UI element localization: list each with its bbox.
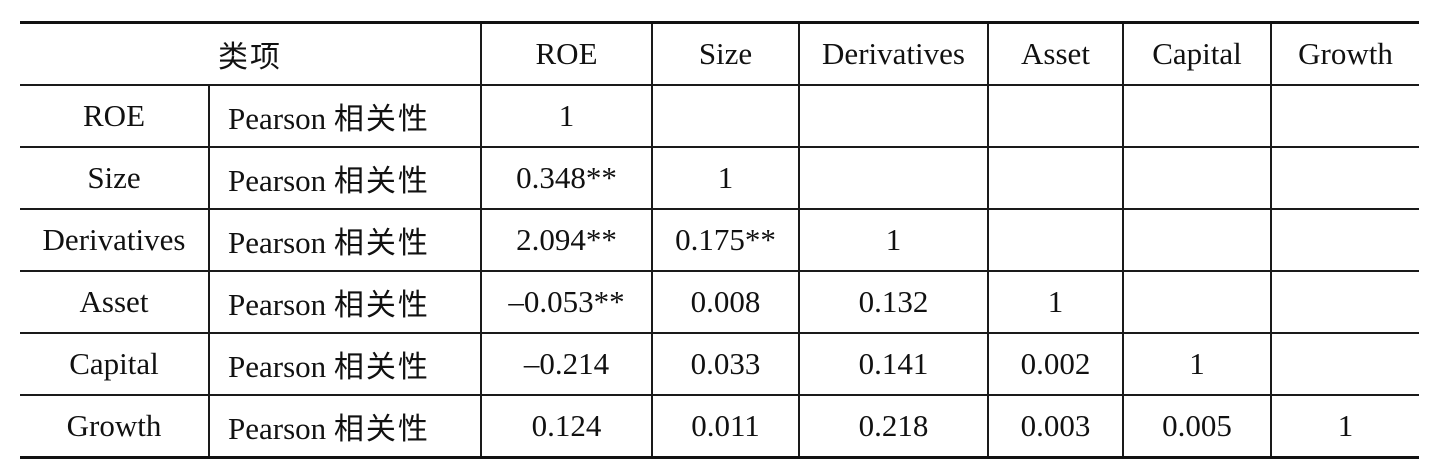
header-item-label: 类项 <box>20 21 482 86</box>
cell-value: 1 <box>1122 332 1272 396</box>
cell-value <box>1122 270 1272 334</box>
row-label: Derivatives <box>20 208 210 272</box>
cell-value <box>987 208 1124 272</box>
column-header-growth: Growth <box>1270 21 1419 86</box>
cell-value: 0.003 <box>987 394 1124 459</box>
cell-value <box>1270 270 1419 334</box>
row-label: ROE <box>20 84 210 148</box>
row-label: Growth <box>20 394 210 459</box>
header-row: 类项 ROE Size Derivatives Asset Capital Gr… <box>20 21 1419 86</box>
column-header-size: Size <box>651 21 800 86</box>
cell-value: 1 <box>798 208 989 272</box>
cell-value: 0.002 <box>987 332 1124 396</box>
column-header-capital: Capital <box>1122 21 1272 86</box>
cell-value: 0.132 <box>798 270 989 334</box>
cell-value: 0.141 <box>798 332 989 396</box>
cell-value <box>1122 146 1272 210</box>
cell-value <box>1122 84 1272 148</box>
table-row: Capital Pearson 相关性 –0.214 0.033 0.141 0… <box>20 332 1419 396</box>
cell-value: –0.053** <box>480 270 653 334</box>
row-type-zh: 相关性 <box>333 350 430 385</box>
cell-value <box>798 146 989 210</box>
cell-value: 1 <box>1270 394 1419 459</box>
cell-value: 0.011 <box>651 394 800 459</box>
row-type-en: Pearson <box>228 411 327 446</box>
table-row: ROE Pearson 相关性 1 <box>20 84 1419 148</box>
row-label: Asset <box>20 270 210 334</box>
row-type: Pearson 相关性 <box>208 208 482 272</box>
row-type-en: Pearson <box>228 163 327 198</box>
cell-value <box>987 146 1124 210</box>
cell-value <box>798 84 989 148</box>
table-row: Size Pearson 相关性 0.348** 1 <box>20 146 1419 210</box>
cell-value: 0.033 <box>651 332 800 396</box>
row-type: Pearson 相关性 <box>208 270 482 334</box>
row-type-en: Pearson <box>228 287 327 322</box>
cell-value: 0.348** <box>480 146 653 210</box>
correlation-table: 类项 ROE Size Derivatives Asset Capital Gr… <box>20 21 1419 459</box>
row-type-en: Pearson <box>228 225 327 260</box>
cell-value: 2.094** <box>480 208 653 272</box>
cell-value: 1 <box>987 270 1124 334</box>
row-type-zh: 相关性 <box>333 164 430 199</box>
table-row: Derivatives Pearson 相关性 2.094** 0.175** … <box>20 208 1419 272</box>
cell-value: 0.005 <box>1122 394 1272 459</box>
row-type: Pearson 相关性 <box>208 146 482 210</box>
column-header-derivatives: Derivatives <box>798 21 989 86</box>
cell-value: 0.124 <box>480 394 653 459</box>
row-label: Capital <box>20 332 210 396</box>
column-header-asset: Asset <box>987 21 1124 86</box>
cell-value <box>1122 208 1272 272</box>
row-type: Pearson 相关性 <box>208 84 482 148</box>
row-type-en: Pearson <box>228 349 327 384</box>
cell-value: 0.218 <box>798 394 989 459</box>
row-type: Pearson 相关性 <box>208 332 482 396</box>
cell-value: 0.008 <box>651 270 800 334</box>
cell-value <box>651 84 800 148</box>
cell-value: –0.214 <box>480 332 653 396</box>
cell-value: 1 <box>651 146 800 210</box>
cell-value <box>1270 208 1419 272</box>
table-row: Growth Pearson 相关性 0.124 0.011 0.218 0.0… <box>20 394 1419 459</box>
row-type-en: Pearson <box>228 101 327 136</box>
cell-value: 1 <box>480 84 653 148</box>
row-type-zh: 相关性 <box>333 288 430 323</box>
cell-value <box>1270 84 1419 148</box>
row-type-zh: 相关性 <box>333 226 430 261</box>
row-type-zh: 相关性 <box>333 102 430 137</box>
cell-value: 0.175** <box>651 208 800 272</box>
correlation-table-container: 类项 ROE Size Derivatives Asset Capital Gr… <box>20 21 1419 459</box>
row-type-zh: 相关性 <box>333 412 430 447</box>
row-label: Size <box>20 146 210 210</box>
cell-value <box>1270 146 1419 210</box>
cell-value <box>1270 332 1419 396</box>
cell-value <box>987 84 1124 148</box>
column-header-roe: ROE <box>480 21 653 86</box>
table-row: Asset Pearson 相关性 –0.053** 0.008 0.132 1 <box>20 270 1419 334</box>
row-type: Pearson 相关性 <box>208 394 482 459</box>
